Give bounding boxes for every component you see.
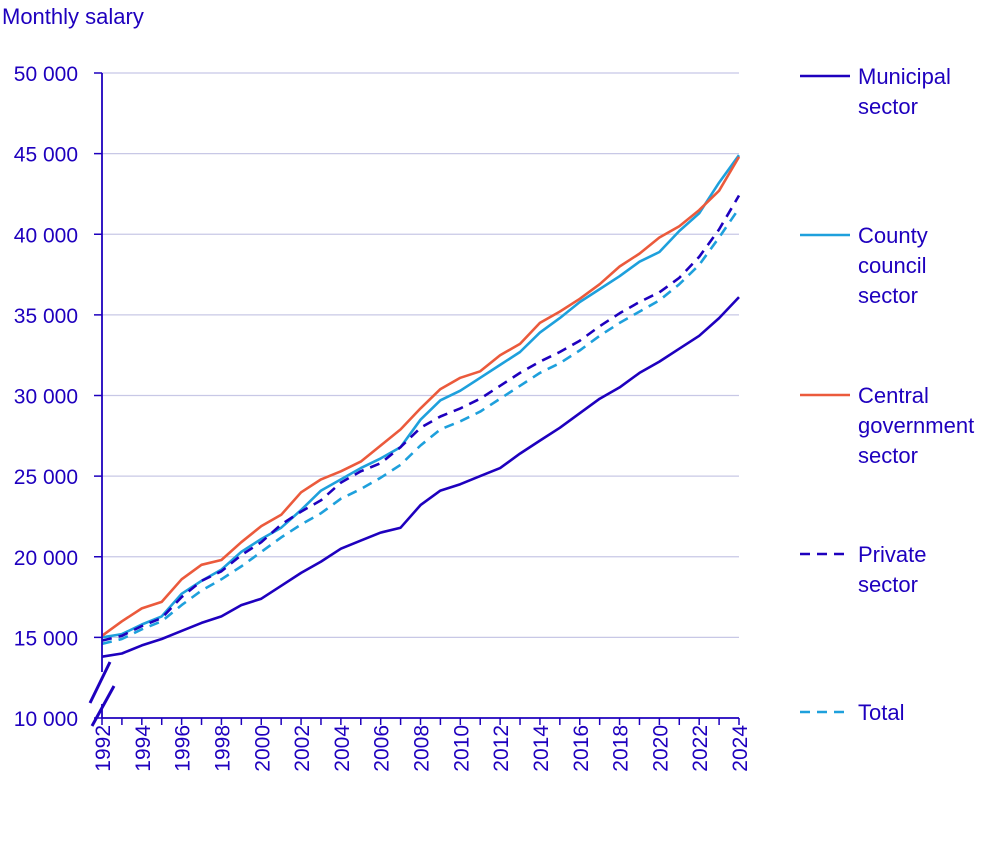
grid-lines [102,72,739,638]
y-tick-label: 35 000 [14,305,78,328]
x-tick-label: 2004 [331,725,354,772]
legend-label: council [858,253,926,278]
x-axis-ticks: 1992 1994 1996 1998 2000 2002 2004 2006 2008 2010… [92,718,752,772]
y-axis-ticks: 10 000 15 000 20 000 25 000 30 000 35 000 40 0… [14,63,102,731]
x-tick-label: 2008 [411,725,434,772]
x-tick-label: 2002 [291,725,314,772]
axis-break-mark [90,685,116,727]
x-tick-label: 2010 [450,725,473,772]
legend-label: Total [858,700,904,725]
x-tick-label: 2014 [530,725,553,772]
axis-break-mark [88,661,112,704]
x-tick-label: 1998 [211,725,234,772]
series-lines [101,154,741,658]
y-tick-label: 20 000 [14,547,78,570]
legend-label: Central [858,383,929,408]
axes [88,73,739,727]
x-tick-label: 2024 [729,725,752,772]
x-tick-label: 2000 [251,725,274,772]
legend-label: sector [858,283,918,308]
x-tick-label: 2016 [570,725,593,772]
series-line-county-council-sector [101,154,741,639]
legend: Municipal sector County council sector Centra… [800,64,974,725]
x-tick-label: 2018 [610,725,633,772]
legend-label: sector [858,443,918,468]
x-tick-label: 1994 [132,725,155,772]
axis-break-gap [97,672,107,704]
x-tick-label: 1992 [92,725,115,772]
x-tick-label: 2012 [490,725,513,772]
series-line-private-sector [101,194,741,642]
y-tick-label: 40 000 [14,224,78,247]
legend-label: sector [858,572,918,597]
legend-label: government [858,413,974,438]
y-tick-label: 10 000 [14,708,78,731]
legend-label: Private [858,542,926,567]
y-tick-label: 15 000 [14,627,78,650]
x-tick-label: 1996 [172,725,195,772]
series-line-central-government-sector [101,156,741,637]
legend-label: Municipal [858,64,951,89]
x-tick-label: 2020 [649,725,672,772]
x-tick-label: 2006 [371,725,394,772]
x-tick-label: 2022 [689,725,712,772]
legend-label: County [858,223,928,248]
y-tick-label: 50 000 [14,63,78,86]
y-tick-label: 25 000 [14,466,78,489]
series-line-total [101,207,741,646]
legend-label: sector [858,94,918,119]
series-line-municipal-sector [101,296,740,658]
y-tick-label: 45 000 [14,144,78,167]
y-axis-title: Monthly salary [2,4,144,29]
y-tick-label: 30 000 [14,386,78,409]
